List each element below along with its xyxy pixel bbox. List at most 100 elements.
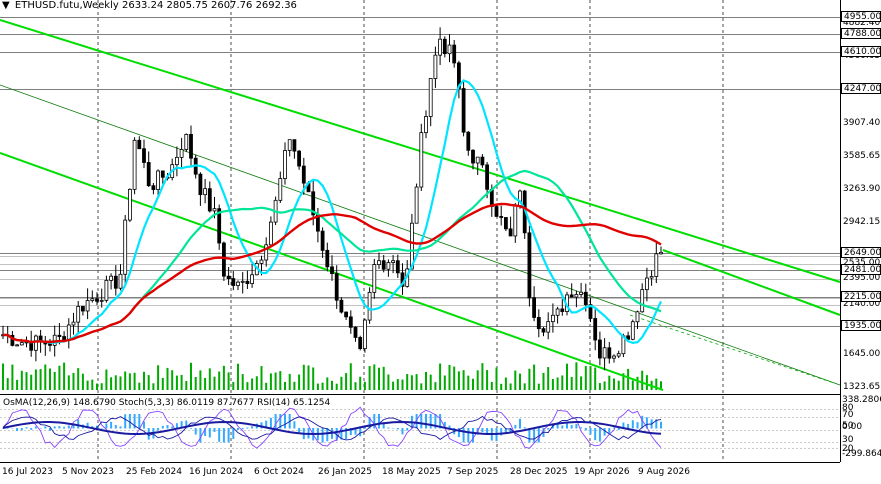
candle-body — [198, 173, 203, 196]
candle-body — [574, 294, 579, 298]
candle-body — [494, 206, 499, 217]
candle-body — [226, 275, 231, 279]
osma-bar — [34, 426, 37, 429]
candle-body — [560, 308, 565, 312]
volume-bar — [500, 383, 503, 390]
volume-bar — [363, 381, 366, 390]
volume-bar — [81, 373, 84, 390]
osma-bar — [655, 419, 658, 429]
volume-bar — [584, 366, 587, 390]
volume-bar — [354, 382, 357, 390]
volume-bar — [77, 368, 80, 390]
volume-bar — [96, 383, 98, 390]
osma-bar — [641, 415, 644, 429]
volume-bar — [523, 383, 526, 390]
volume-bar — [288, 373, 291, 390]
volume-bar — [467, 375, 470, 390]
osma-bar — [556, 422, 559, 429]
volume-bar — [307, 365, 310, 390]
volume-bar — [265, 382, 268, 390]
osma-bar — [128, 414, 131, 429]
osma-bar — [185, 420, 188, 429]
osma-bar — [30, 428, 33, 430]
volume-bar — [439, 363, 442, 390]
candle-body — [630, 321, 635, 340]
price-tick-label: 3907.40 — [843, 118, 881, 129]
candle-body — [151, 185, 156, 190]
volume-bar — [16, 379, 19, 390]
volume-bar — [401, 379, 404, 390]
osma-bar — [570, 425, 573, 429]
candle-body — [433, 54, 438, 79]
osma-bar — [617, 428, 620, 430]
osma-bar — [589, 428, 592, 435]
channel-lower-line — [662, 249, 841, 316]
candle-body — [466, 131, 471, 151]
osma-bar — [63, 426, 66, 429]
level-price-label: 1935.00 — [841, 319, 881, 331]
volume-bar — [11, 364, 14, 390]
volume-bar — [321, 382, 324, 390]
osma-bar — [406, 428, 409, 431]
volume-bar — [472, 378, 474, 390]
volume-bar — [453, 366, 456, 390]
osma-bar — [100, 427, 103, 429]
osma-bar — [627, 423, 630, 429]
osma-bar — [467, 428, 470, 443]
volume-bar — [246, 382, 249, 390]
oscillator-level-label: 80 — [842, 403, 854, 413]
osma-bar — [138, 414, 141, 429]
volume-bar — [152, 383, 155, 390]
candle-body — [612, 355, 616, 359]
volume-bar — [194, 376, 197, 390]
volume-bar — [110, 377, 113, 390]
candle-body — [579, 291, 583, 295]
price-tick-label: 2140.00 — [843, 298, 881, 309]
candle-body — [395, 260, 400, 274]
dropdown-arrow-icon[interactable]: ▼ — [2, 0, 10, 11]
candle-body — [391, 260, 396, 263]
volume-bar — [425, 371, 427, 390]
volume-bar — [373, 364, 376, 390]
volume-bar — [410, 375, 413, 390]
candle-body — [292, 139, 297, 152]
volume-bar — [631, 380, 634, 390]
volume-bar — [406, 374, 409, 390]
date-tick-label: 26 Jan 2025 — [318, 467, 372, 477]
osma-bar — [631, 420, 634, 429]
level-price-label: 2649.00 — [841, 246, 881, 258]
candle-body — [34, 335, 38, 351]
osma-bar — [396, 428, 399, 430]
osma-bar — [420, 414, 423, 429]
price-tick-label: 4882.40 — [843, 18, 881, 29]
volume-bar — [72, 372, 75, 390]
volume-bar — [312, 367, 315, 390]
volume-bar — [269, 373, 272, 390]
osma-bar — [293, 421, 296, 429]
volume-bar — [589, 366, 592, 390]
volume-bar — [279, 371, 282, 390]
osma-signal-line — [2, 420, 662, 436]
osma-bar — [575, 423, 578, 429]
volume-bar — [204, 377, 207, 390]
osma-bar — [481, 428, 484, 433]
volume-bar — [25, 372, 28, 390]
osma-bar — [603, 428, 606, 436]
candle-body — [598, 339, 602, 359]
stoch-line — [2, 406, 662, 449]
candle-body — [428, 78, 433, 117]
candle-body — [499, 216, 504, 218]
candle-body — [236, 281, 240, 286]
candle-body — [240, 280, 245, 283]
volume-bar — [340, 376, 343, 390]
candle-body — [640, 289, 645, 313]
date-tick-label: 18 May 2025 — [382, 467, 441, 477]
volume-bar — [476, 370, 479, 390]
volume-bar — [645, 375, 648, 390]
osma-bar — [190, 428, 192, 429]
volume-bar — [462, 370, 465, 390]
osma-bar — [349, 428, 352, 436]
volume-bar — [284, 381, 286, 390]
